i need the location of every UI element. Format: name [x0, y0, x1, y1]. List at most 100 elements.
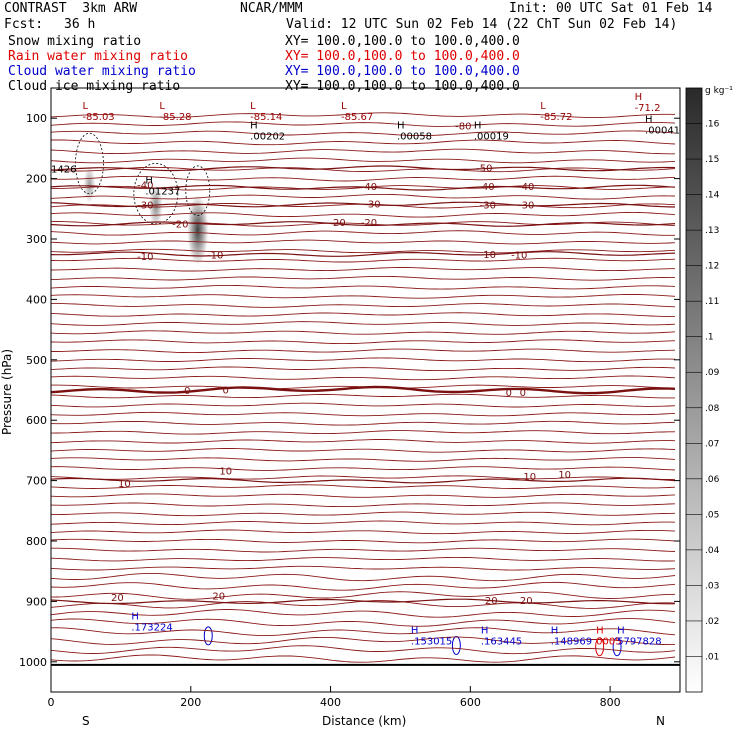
temperature-contour--40: [51, 184, 676, 191]
isotherm-line-13: [51, 230, 675, 236]
contour-label-2: -40: [361, 182, 377, 193]
contour-label-18: 0: [506, 388, 512, 399]
extremum-value-8: .00019: [474, 131, 509, 142]
extremum-mark-11: H: [145, 175, 153, 186]
y-tick-label-600: 600: [26, 414, 47, 427]
isotherm-line-57: [51, 627, 676, 637]
isotherm-line-42: [51, 493, 676, 498]
y-tick-label-900: 900: [26, 595, 47, 608]
contour-label-4: -40: [518, 182, 534, 193]
isotherm-line-9: [51, 193, 676, 200]
isotherm-line-51: [51, 572, 676, 582]
contour-label-17: 0: [223, 385, 229, 396]
extremum-mark-13: H: [411, 625, 419, 636]
isotherm-line-6: [51, 166, 676, 173]
extremum-value-4: -85.72: [540, 112, 572, 123]
temperature-contour--50: [51, 165, 676, 172]
extremum-mark-16: H: [596, 625, 604, 636]
isotherm-line-38: [51, 457, 676, 462]
isotherm-line-47: [51, 538, 676, 544]
contour-label-24: 20: [111, 593, 124, 604]
contour-label-23: 10: [558, 470, 571, 481]
extremum-value-1: -85.28: [159, 112, 191, 123]
extremum-value-11: .01237: [145, 186, 180, 197]
x-axis-end-left: S: [82, 714, 90, 728]
extremum-mark-5: H: [635, 92, 643, 103]
isotherm-line-3: [51, 139, 676, 146]
header-fcst-label: Fcst:: [4, 17, 44, 32]
extremum-value-13: .153015: [411, 636, 452, 647]
extremum-value-7: .00058: [397, 131, 432, 142]
contour-label-15: -10: [511, 251, 527, 262]
colorbar-tick-label-5: .11: [705, 297, 719, 307]
x-tick-label-400: 400: [320, 696, 341, 709]
colorbar-tick-label-0: .16: [705, 120, 720, 130]
colorbar-tick-label-7: .09: [705, 368, 720, 378]
cloud-ice-outline-2: [185, 165, 211, 216]
isotherm-line-60: [51, 654, 676, 663]
isotherm-line-56: [51, 618, 676, 627]
x-tick-label-0: 0: [48, 696, 55, 709]
field-name-snow: Snow mixing ratio: [8, 34, 142, 49]
isotherm-line-50: [51, 565, 676, 571]
contour-label-1: -40: [137, 181, 153, 192]
field-xy-cloud-ice: XY= 100.0,100.0 to 100.0,400.0: [285, 79, 520, 94]
isotherm-line-7: [51, 175, 676, 182]
isotherm-line-43: [51, 502, 676, 508]
extremum-value-2: -85.14: [250, 112, 282, 123]
header-valid-time: Valid: 12 UTC Sun 02 Feb 14 (22 ChT Sun …: [286, 17, 678, 32]
temperature-contour-0: [51, 385, 676, 395]
isotherm-line-34: [51, 420, 676, 426]
isotherm-line-58: [51, 636, 676, 646]
isotherm-line-12: [51, 221, 676, 227]
isotherm-line-35: [51, 430, 675, 435]
colorbar-tick-label-1: .15: [705, 155, 719, 165]
x-tick-label-600: 600: [460, 696, 481, 709]
extremum-value-15: .148969: [551, 636, 592, 647]
cloud-water-outline-2: [595, 637, 605, 657]
field-xy-cloud-water: XY= 100.0,100.0 to 100.0,400.0: [285, 64, 520, 79]
y-tick-label-100: 100: [26, 112, 47, 125]
temperature-contour--20: [51, 221, 676, 227]
contour-label-10: -20: [329, 218, 345, 229]
isotherm-line-21: [51, 303, 676, 308]
isotherm-line-29: [51, 375, 676, 381]
colorbar-tick-label-6: .1: [705, 333, 714, 343]
isotherm-line-37: [51, 448, 676, 453]
extremum-mark-4: L: [540, 101, 546, 112]
isotherm-line-36: [51, 439, 676, 444]
contour-label-20: 10: [219, 466, 232, 477]
colorbar-tick-label-8: .08: [705, 404, 720, 414]
y-tick-label-1000: 1000: [19, 656, 47, 669]
isotherm-line-23: [51, 321, 676, 326]
cloud-ice-outline-0: [75, 132, 104, 195]
isotherm-line-2: [51, 130, 676, 137]
header-init-time: Init: 00 UTC Sat 01 Feb 14: [509, 1, 713, 16]
extremum-mark-8: H: [474, 120, 482, 131]
isotherm-line-11: [51, 211, 676, 218]
isotherm-line-4: [51, 148, 675, 155]
colorbar-tick-label-15: .01: [705, 652, 719, 662]
x-axis-end-right: N: [656, 714, 665, 728]
cloud-water-outline-1: [451, 635, 461, 655]
colorbar-tick-label-10: .06: [705, 475, 720, 485]
isotherm-line-15: [51, 248, 676, 254]
field-xy-rain: XY= 100.0,100.0 to 100.0,400.0: [285, 49, 520, 64]
field-name-rain: Rain water mixing ratio: [8, 49, 189, 64]
isotherm-line-1: [51, 121, 676, 127]
colorbar-tick-label-12: .04: [705, 546, 720, 556]
x-tick-label-800: 800: [600, 696, 621, 709]
colorbar-tick-label-13: .03: [705, 581, 719, 591]
extremum-value-16: 0005: [596, 636, 621, 647]
contour-label-14: -10: [480, 250, 496, 261]
field-name-cloud-water: Cloud water mixing ratio: [8, 64, 196, 79]
isotherm-line-40: [51, 475, 676, 480]
extremum-mark-9: H: [645, 114, 653, 125]
isotherm-line-14: [51, 239, 676, 245]
extremum-mark-7: H: [397, 120, 405, 131]
y-axis-label: Pressure (hPa): [0, 348, 15, 436]
contour-label-12: -10: [137, 252, 153, 263]
extremum-mark-12: H: [131, 612, 139, 623]
extremum-mark-15: H: [551, 625, 559, 636]
extremum-value-12: .173224: [131, 623, 172, 634]
